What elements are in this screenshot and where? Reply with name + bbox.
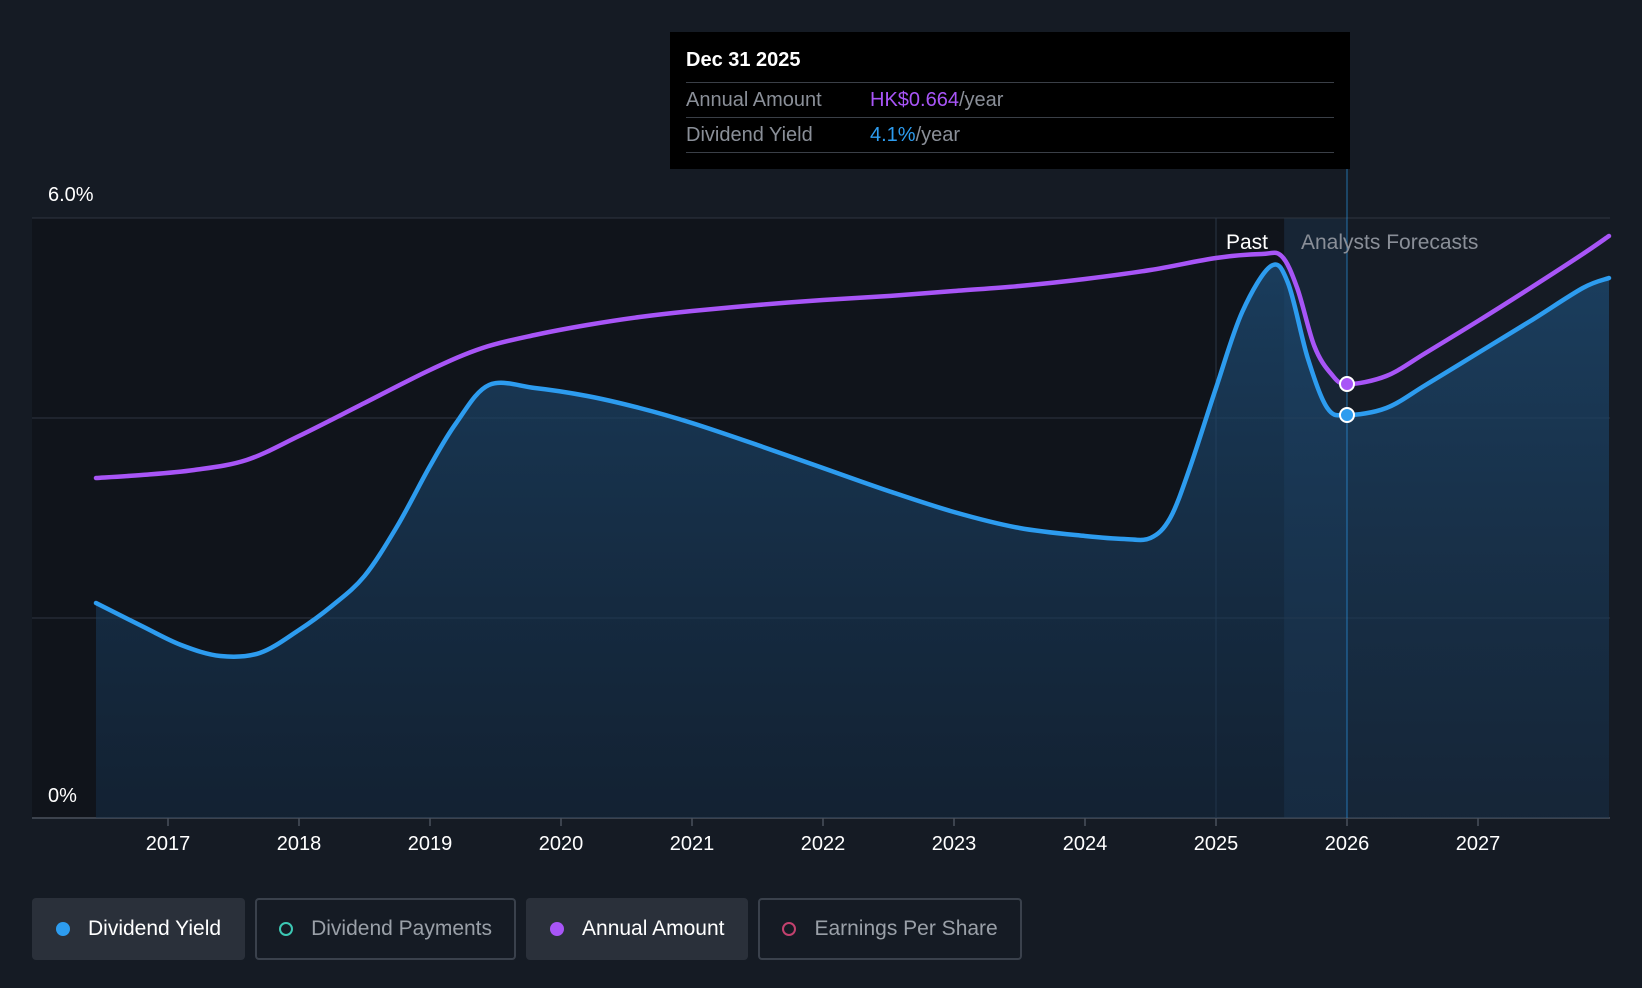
legend-annual-amount-button[interactable]: Annual Amount [526, 898, 749, 960]
x-tick-label: 2023 [932, 833, 977, 855]
y-tick-label: 6.0% [48, 184, 94, 206]
legend-label: Earnings Per Share [814, 917, 998, 940]
x-tick-label: 2020 [539, 833, 584, 855]
past-label: Past [1226, 231, 1268, 254]
hollow-dot-icon [279, 922, 294, 936]
tooltip-value: 4.1% [870, 124, 916, 146]
tooltip-value: HK$0.664 [870, 89, 959, 111]
tooltip-unit: /year [915, 124, 961, 146]
legend-earnings-per-share-button[interactable]: Earnings Per Share [758, 898, 1022, 960]
legend-label: Annual Amount [582, 917, 725, 940]
legend-label: Dividend Yield [88, 917, 222, 940]
x-tick-label: 2019 [408, 833, 453, 855]
legend-label: Dividend Payments [311, 917, 493, 940]
filled-dot-icon [56, 922, 70, 936]
dividend-yield-line [93, 262, 1612, 660]
tooltip-label: Dividend Yield [686, 124, 813, 146]
forecast-label: Analysts Forecasts [1301, 231, 1478, 254]
tooltip-date: Dec 31 2025 [686, 46, 1334, 83]
x-tick-label: 2024 [1063, 833, 1108, 855]
x-tick-label: 2026 [1325, 833, 1370, 855]
annual-amount-line [93, 233, 1612, 481]
x-tick-label: 2017 [146, 833, 191, 855]
x-tick-label: 2018 [277, 833, 322, 855]
legend: Dividend Yield Dividend Payments Annual … [32, 898, 1022, 960]
legend-dividend-payments-button[interactable]: Dividend Payments [255, 898, 517, 960]
y-tick-label: 0% [48, 785, 77, 807]
tooltip-row-dividend-yield: Dividend Yield 4.1% /year [686, 118, 1334, 153]
x-tick-label: 2025 [1194, 833, 1239, 855]
legend-dividend-yield-button[interactable]: Dividend Yield [32, 898, 246, 960]
dividend-yield-marker [1339, 407, 1355, 423]
x-tick-label: 2027 [1456, 833, 1501, 855]
annual-amount-marker [1339, 376, 1355, 392]
hollow-dot-icon [782, 922, 797, 936]
tooltip-unit: /year [958, 89, 1004, 111]
x-tick-label: 2021 [670, 833, 715, 855]
data-tooltip: Dec 31 2025 Annual Amount HK$0.664 /year… [670, 32, 1350, 169]
dividend-yield-area [95, 264, 1610, 819]
tooltip-row-annual-amount: Annual Amount HK$0.664 /year [686, 83, 1334, 118]
x-tick-label: 2022 [801, 833, 846, 855]
filled-dot-icon [550, 922, 565, 936]
tooltip-label: Annual Amount [686, 89, 822, 111]
